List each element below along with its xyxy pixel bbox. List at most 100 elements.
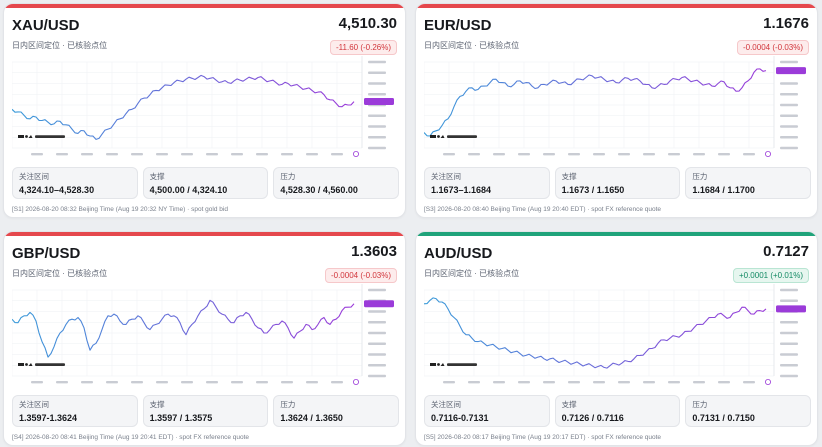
source-footer: [S4] 2026-08-20 08:41 Beijing Time (Aug …	[12, 434, 250, 441]
price-axis-tick	[780, 353, 798, 356]
time-axis-tick	[468, 153, 480, 156]
time-axis-tick	[131, 153, 143, 156]
quote-card-eur-usd[interactable]: EUR/USD 1.1676 日内区间定位 · 已核验点位 -0.0004 (-…	[415, 3, 818, 218]
time-axis-tick	[156, 153, 168, 156]
time-axis-tick	[81, 381, 93, 384]
box-label: 压力	[692, 400, 708, 409]
price-chart[interactable]	[12, 284, 399, 392]
chart-settings-icon	[764, 379, 771, 386]
price-axis-tick	[368, 321, 386, 324]
time-axis-tick	[668, 381, 680, 384]
price-axis-tick	[780, 82, 798, 85]
time-axis-tick	[281, 381, 293, 384]
symbol-label: XAU/USD	[12, 17, 80, 34]
box-value: 1.3597 / 1.3575	[149, 413, 213, 423]
time-axis-tick	[493, 381, 505, 384]
price-axis-tick	[780, 125, 798, 128]
symbol-label: AUD/USD	[424, 245, 493, 262]
price-axis-tick	[780, 60, 798, 64]
price-chart[interactable]	[424, 56, 811, 164]
chart-settings-icon	[352, 379, 359, 386]
time-axis-tick	[743, 153, 755, 156]
box-label: 支撑	[149, 400, 165, 409]
time-axis-tick	[568, 153, 580, 156]
time-axis-tick	[106, 381, 118, 384]
price-axis-tick	[368, 71, 386, 74]
time-axis-tick	[593, 153, 605, 156]
last-price-tag	[776, 67, 806, 75]
tradingview-chart-icon	[430, 135, 477, 138]
price-line	[424, 297, 767, 369]
time-axis-tick	[518, 381, 530, 384]
time-axis-tick	[443, 381, 455, 384]
time-axis-tick	[668, 153, 680, 156]
time-axis-tick	[743, 381, 755, 384]
time-axis-tick	[56, 153, 68, 156]
box-value: 0.7126 / 0.7116	[561, 413, 624, 423]
price-axis-tick	[780, 288, 798, 292]
source-footer: [S1] 2026-08-20 08:32 Beijing Time (Aug …	[12, 206, 228, 213]
box-label: 关注区间	[431, 400, 461, 409]
tradingview-chart-icon	[18, 135, 65, 138]
time-axis-tick	[543, 153, 555, 156]
price-axis-tick	[368, 310, 386, 313]
resistance-box: 压力 1.1684 / 1.1700	[685, 167, 812, 199]
time-axis-tick	[231, 153, 243, 156]
price-value: 4,510.30	[338, 15, 397, 32]
time-axis-tick	[543, 381, 555, 384]
time-axis-tick	[281, 153, 293, 156]
quote-card-aud-usd[interactable]: AUD/USD 0.7127 日内区间定位 · 已核验点位 +0.0001 (+…	[415, 231, 818, 446]
resistance-box: 压力 0.7131 / 0.7150	[685, 395, 812, 427]
time-axis-tick	[693, 153, 705, 156]
price-axis-tick	[368, 82, 386, 85]
price-chart[interactable]	[12, 56, 399, 164]
price-axis-tick	[780, 114, 798, 117]
source-footer: [S5] 2026-08-20 08:17 Beijing Time (Aug …	[424, 434, 662, 441]
time-axis-tick	[131, 381, 143, 384]
box-label: 关注区间	[431, 172, 461, 181]
symbol-label: EUR/USD	[424, 17, 492, 34]
time-axis-tick	[331, 381, 343, 384]
time-axis-tick	[643, 381, 655, 384]
price-axis-tick	[368, 93, 386, 96]
resistance-box: 压力 1.3624 / 1.3650	[273, 395, 400, 427]
card-subtitle: 日内区间定位 · 已核验点位	[424, 269, 520, 278]
price-axis-tick	[780, 136, 798, 139]
support-box: 支撑 1.1673 / 1.1650	[554, 167, 681, 199]
time-axis-tick	[31, 381, 43, 384]
level-boxes: 关注区间 4,324.10–4,528.30 支撑 4,500.00 / 4,3…	[12, 167, 400, 199]
time-axis-tick	[443, 153, 455, 156]
time-axis-tick	[156, 381, 168, 384]
box-label: 关注区间	[19, 400, 49, 409]
price-axis-tick	[368, 136, 386, 139]
price-chart[interactable]	[424, 284, 811, 392]
time-axis-tick	[206, 153, 218, 156]
box-label: 压力	[280, 400, 296, 409]
change-badge: -11.60 (-0.26%)	[330, 40, 397, 55]
card-subtitle: 日内区间定位 · 已核验点位	[424, 41, 520, 50]
card-accent-bar	[4, 4, 405, 8]
focus-range-box: 关注区间 1.1673–1.1684	[424, 167, 550, 199]
time-axis-tick	[56, 381, 68, 384]
price-axis-tick	[780, 93, 798, 96]
time-axis-tick	[718, 381, 730, 384]
time-axis-tick	[568, 381, 580, 384]
price-value: 1.1676	[763, 15, 809, 32]
price-axis-tick	[780, 321, 798, 324]
change-badge: -0.0004 (-0.03%)	[324, 268, 397, 283]
chart-settings-icon	[352, 151, 359, 158]
quote-card-xau-usd[interactable]: XAU/USD 4,510.30 日内区间定位 · 已核验点位 -11.60 (…	[3, 3, 406, 218]
focus-range-box: 关注区间 1.3597-1.3624	[12, 395, 138, 427]
time-axis-tick	[593, 381, 605, 384]
price-axis-tick	[780, 342, 798, 345]
time-axis-tick	[693, 381, 705, 384]
time-axis-tick	[331, 153, 343, 156]
support-box: 支撑 4,500.00 / 4,324.10	[142, 167, 269, 199]
price-line	[12, 299, 355, 358]
box-label: 支撑	[561, 172, 577, 181]
quote-card-gbp-usd[interactable]: GBP/USD 1.3603 日内区间定位 · 已核验点位 -0.0004 (-…	[3, 231, 406, 446]
price-axis-tick	[368, 364, 386, 367]
time-axis-tick	[106, 153, 118, 156]
price-axis-tick	[368, 146, 386, 150]
time-axis-tick	[306, 381, 318, 384]
